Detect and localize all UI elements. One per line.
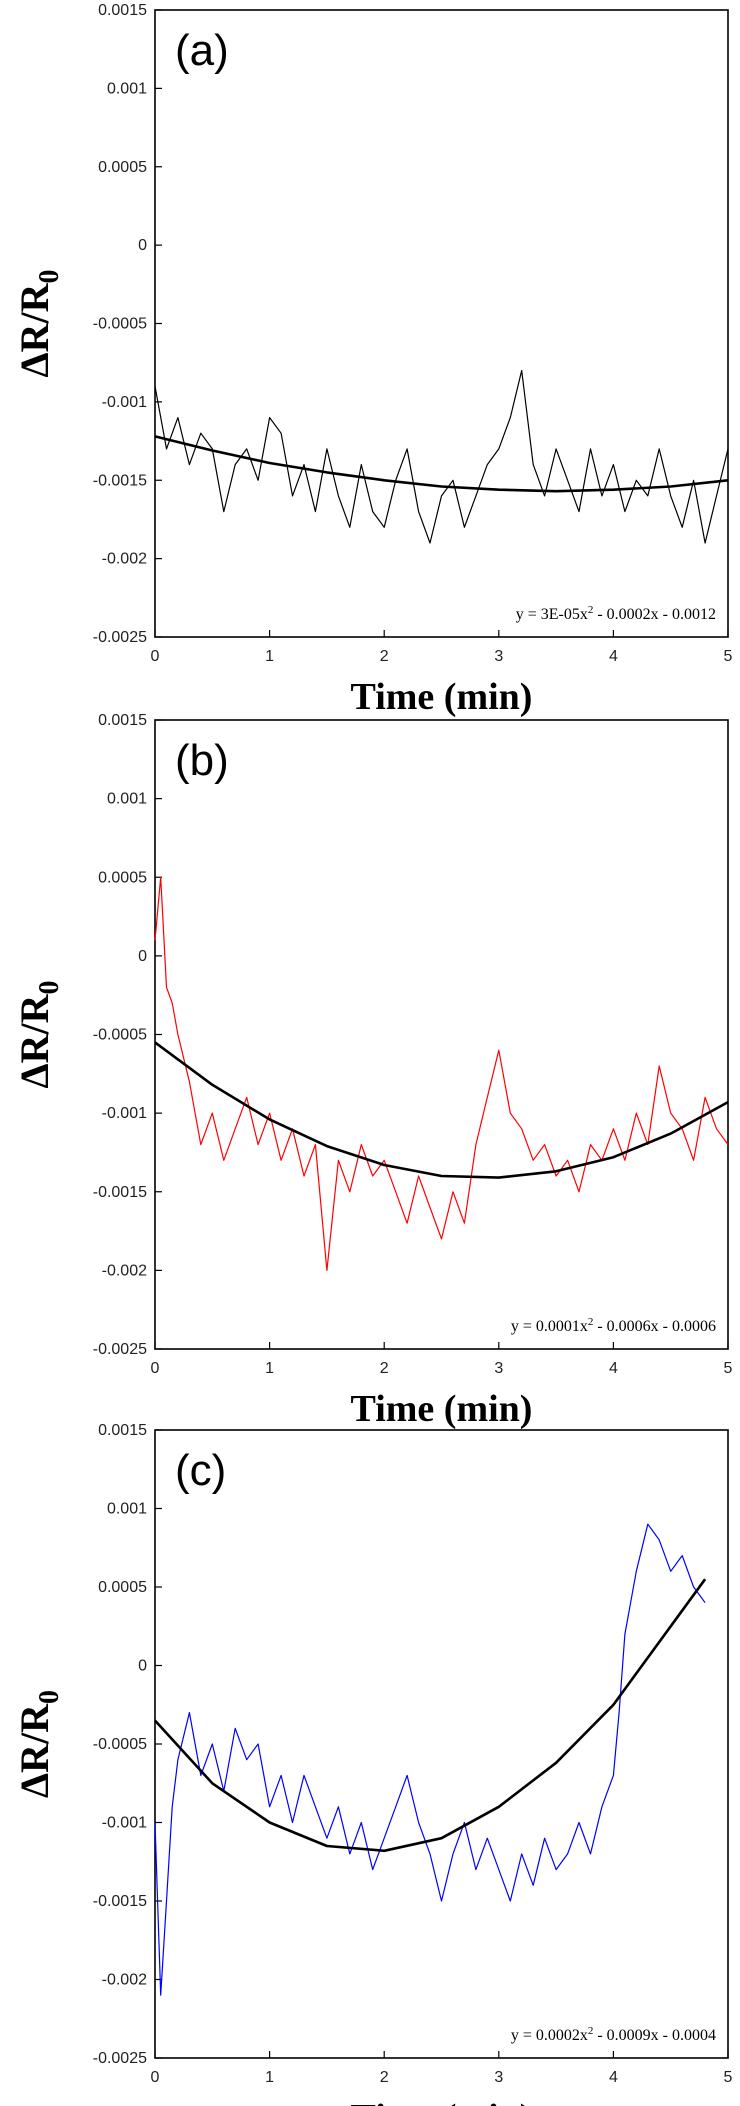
series-line-measured (154, 1523, 706, 1996)
y-tick-label: -0.0025 (93, 629, 147, 646)
y-tick-label: -0.002 (102, 1262, 147, 1279)
x-tick-label: 3 (494, 1360, 503, 1377)
plot-frame (154, 9, 729, 638)
x-tick-label: 5 (724, 648, 733, 665)
series-line-trendline (154, 1041, 729, 1179)
y-tick-label: -0.0025 (93, 1341, 147, 1358)
panel-label: (b) (175, 736, 229, 785)
y-tick-label: -0.002 (102, 1972, 147, 1989)
x-tick-label: 0 (151, 648, 160, 665)
x-tick-label: 0 (151, 2069, 160, 2086)
series-line-trendline (154, 1578, 707, 1853)
x-tick-label: 3 (494, 648, 503, 665)
chart-panel-2: 0.0015 0.001 0.0005 0 -0.0005 -0.001 -0.0015 -0… (12, 712, 733, 1430)
y-tick-label: 0.0015 (98, 2, 147, 19)
chart-panel-1: 0.0015 0.001 0.0005 0 -0.0005 -0.001 -0.0015 -0… (12, 2, 733, 718)
x-tick-label: 4 (609, 648, 618, 665)
y-tick-label: -0.001 (102, 1815, 147, 1832)
x-tick-label: 1 (265, 1360, 274, 1377)
y-tick-label: 0 (138, 948, 147, 965)
y-axis-title: ΔR/R0 (12, 981, 65, 1089)
y-tick-label: -0.002 (102, 551, 147, 568)
plot-frame (154, 719, 729, 1350)
x-tick-label: 0 (151, 1360, 160, 1377)
x-axis-title: Time (min) (351, 2097, 533, 2106)
x-tick-label: 3 (494, 2069, 503, 2086)
y-tick-label: -0.0005 (93, 1027, 147, 1044)
y-tick-label: -0.001 (102, 1105, 147, 1122)
y-tick-label: 0.001 (107, 80, 147, 97)
y-tick-label: -0.0005 (93, 316, 147, 333)
panel-label: (c) (175, 1446, 226, 1495)
y-axis-title: ΔR/R0 (12, 270, 65, 378)
trendline-equation: y = 0.0001x2 - 0.0006x - 0.0006 (511, 1316, 716, 1335)
y-axis-title: ΔR/R0 (12, 1690, 65, 1798)
y-tick-label: 0.0005 (98, 159, 147, 176)
panel-label: (a) (175, 26, 229, 75)
x-axis-title: Time (min) (351, 1388, 533, 1430)
y-tick-label: -0.0025 (93, 2050, 147, 2067)
x-tick-label: 2 (380, 2069, 389, 2086)
series-line-measured (154, 876, 729, 1271)
x-tick-label: 2 (380, 648, 389, 665)
y-tick-label: 0.001 (107, 791, 147, 808)
y-tick-label: -0.0015 (93, 472, 147, 489)
y-tick-label: 0.0015 (98, 1422, 147, 1439)
y-tick-label: 0.0005 (98, 1579, 147, 1596)
y-tick-label: 0.0005 (98, 869, 147, 886)
x-tick-label: 1 (265, 648, 274, 665)
x-tick-label: 4 (609, 2069, 618, 2086)
x-tick-label: 2 (380, 1360, 389, 1377)
x-tick-label: 5 (724, 1360, 733, 1377)
y-tick-label: -0.0005 (93, 1736, 147, 1753)
y-tick-label: -0.0015 (93, 1184, 147, 1201)
y-tick-label: -0.0015 (93, 1893, 147, 1910)
y-tick-label: 0 (138, 237, 147, 254)
x-tick-label: 4 (609, 1360, 618, 1377)
trendline-equation: y = 0.0002x2 - 0.0009x - 0.0004 (511, 2025, 716, 2044)
series-line-trendline (154, 435, 729, 493)
x-tick-label: 1 (265, 2069, 274, 2086)
trendline-equation: y = 3E-05x2 - 0.0002x - 0.0012 (516, 604, 716, 623)
y-tick-label: -0.001 (102, 394, 147, 411)
x-axis-title: Time (min) (351, 676, 533, 718)
x-tick-label: 5 (724, 2069, 733, 2086)
y-tick-label: 0.001 (107, 1501, 147, 1518)
chart-panel-3: 0.0015 0.001 0.0005 0 -0.0005 -0.001 -0.0015 -0… (12, 1422, 733, 2106)
y-tick-label: 0.0015 (98, 712, 147, 729)
y-tick-label: 0 (138, 1658, 147, 1675)
